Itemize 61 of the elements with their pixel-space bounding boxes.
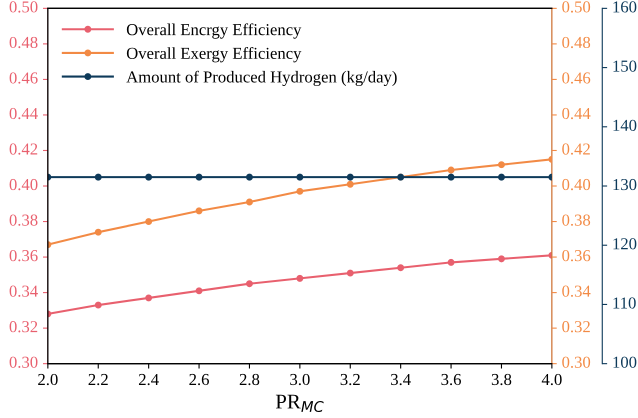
x-tick-label: 3.4 xyxy=(391,374,411,386)
y-tick-label: 0.40 xyxy=(10,178,38,190)
y-tick-label: 0.44 xyxy=(10,108,38,120)
x-tick-label: 2.4 xyxy=(138,374,159,386)
y-tick-label: 0.38 xyxy=(10,214,38,226)
x-tick-label: 3.2 xyxy=(340,374,360,386)
y2-tick-label: 0.36 xyxy=(562,250,590,262)
point xyxy=(296,274,304,282)
legend-label: Amount of Produced Hydrogen (kg/day) xyxy=(126,70,397,86)
x-tick-label: 3.6 xyxy=(441,374,461,386)
y-tick-label: 0.30 xyxy=(10,356,38,368)
point xyxy=(196,287,203,294)
y3-tick-label: 110 xyxy=(613,297,636,309)
y2-tick-label: 0.48 xyxy=(562,36,590,48)
y2-tick-label: 0.38 xyxy=(562,214,590,226)
x-tick-label: 2.0 xyxy=(38,374,58,386)
point xyxy=(448,166,455,174)
point xyxy=(498,161,505,168)
y3-tick-label: 100 xyxy=(613,356,636,368)
y3-tick-label: 130 xyxy=(613,178,636,190)
point xyxy=(448,258,455,266)
x-tick-label: 2.8 xyxy=(240,374,260,386)
y2-tick-label: 0.50 xyxy=(562,1,590,13)
point xyxy=(346,180,354,188)
y2-tick-label: 0.42 xyxy=(562,143,590,155)
y-tick-label: 0.46 xyxy=(10,72,38,84)
x-tick-label: 2.6 xyxy=(189,374,209,386)
y-tick-label: 0.50 xyxy=(10,1,38,13)
y2-tick-label: 0.44 xyxy=(562,108,590,120)
legend-label: Overall Exergy Efficiency xyxy=(126,47,302,62)
y3-tick-label: 120 xyxy=(613,238,636,250)
point xyxy=(246,198,253,206)
y2-tick-label: 0.40 xyxy=(562,178,590,190)
point xyxy=(94,228,102,236)
y3-tick-label: 160 xyxy=(613,1,636,13)
point xyxy=(498,255,505,262)
y2-tick-label: 0.34 xyxy=(562,286,590,297)
point xyxy=(296,188,304,195)
y-tick-label: 0.36 xyxy=(10,250,38,262)
x-tick-label: 2.2 xyxy=(88,374,108,386)
x-tick-label: 3.0 xyxy=(290,374,310,386)
y3-tick-label: 150 xyxy=(613,60,636,72)
point xyxy=(145,294,152,302)
y2-tick-label: 0.46 xyxy=(562,72,590,84)
point xyxy=(346,270,354,277)
y-tick-label: 0.32 xyxy=(10,321,38,332)
y2-tick-label: 0.32 xyxy=(562,321,590,332)
point xyxy=(246,280,253,288)
y3-tick-label: 140 xyxy=(613,120,636,131)
point xyxy=(397,264,404,272)
y-tick-label: 0.42 xyxy=(10,143,38,155)
x-tick-label: 4.0 xyxy=(542,374,562,386)
point xyxy=(196,207,203,214)
point xyxy=(94,302,102,309)
x-tick-label: 3.8 xyxy=(492,374,512,386)
point xyxy=(145,218,152,226)
x-axis-title: PR$_{MC}$ xyxy=(276,394,324,412)
y2-tick-label: 0.30 xyxy=(562,356,590,368)
legend-label: Overall Encrgy Efficiency xyxy=(126,23,302,39)
y-tick-label: 0.34 xyxy=(10,286,38,297)
y-tick-label: 0.48 xyxy=(10,36,38,48)
